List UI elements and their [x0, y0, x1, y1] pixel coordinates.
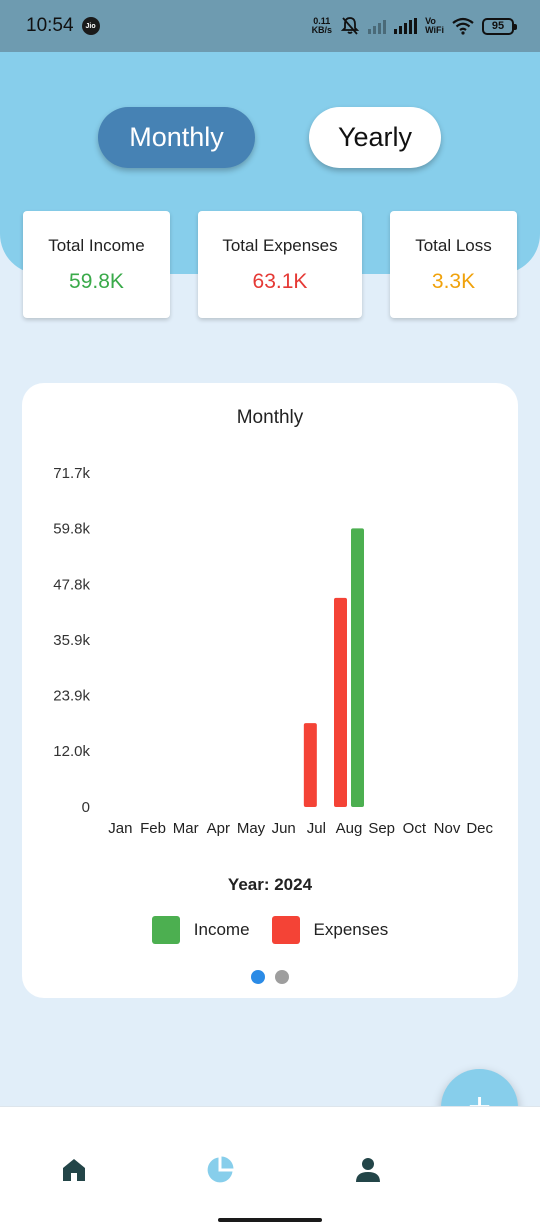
bar-expenses-jul[interactable] — [303, 723, 317, 807]
total-income-value: 59.8K — [69, 269, 124, 293]
page-dot[interactable] — [251, 970, 265, 984]
y-tick-label: 0 — [82, 799, 90, 816]
home-icon — [63, 1159, 85, 1181]
x-tick-label: Jun — [272, 820, 296, 837]
chart-title: Monthly — [236, 407, 304, 428]
signal-icon — [394, 18, 418, 34]
mute-bell-icon — [340, 17, 360, 35]
legend-item-expenses: Expenses — [271, 916, 389, 944]
legend-label-income: Income — [193, 920, 250, 939]
bottom-navigation — [0, 1106, 540, 1230]
total-expenses-card: Total Expenses 63.1K — [198, 211, 362, 318]
legend-swatch-income — [151, 916, 180, 944]
x-tick-label: Dec — [466, 820, 493, 837]
nav-profile-button[interactable] — [353, 1155, 383, 1185]
status-left: 10:54 Jio — [26, 15, 100, 37]
legend-label-expenses: Expenses — [313, 920, 389, 939]
page-indicator — [22, 970, 518, 984]
person-icon — [356, 1158, 380, 1182]
vowifi-bottom: WiFi — [425, 25, 444, 35]
signal-icon — [368, 18, 387, 34]
total-income-label: Total Income — [48, 235, 145, 255]
yearly-toggle-button[interactable]: Yearly — [309, 107, 441, 168]
total-loss-value: 3.3K — [431, 269, 476, 293]
x-tick-label: Jan — [108, 820, 132, 837]
y-tick-label: 71.7k — [53, 465, 90, 482]
x-tick-label: Aug — [336, 820, 363, 837]
y-tick-label: 59.8k — [53, 520, 90, 537]
bar-expenses-aug[interactable] — [334, 597, 347, 807]
vowifi-top: Vo — [425, 16, 436, 26]
bar-income-aug[interactable] — [351, 528, 364, 807]
y-tick-label: 35.9k — [53, 632, 90, 649]
wifi-icon — [452, 17, 474, 35]
pie-chart-icon — [207, 1156, 234, 1183]
monthly-toggle-button[interactable]: Monthly — [98, 107, 255, 168]
total-expenses-value: 63.1K — [252, 269, 308, 293]
x-tick-label: Mar — [173, 820, 199, 837]
legend-item-income: Income — [151, 916, 250, 944]
x-tick-label: Oct — [403, 820, 427, 837]
vowifi-indicator: Vo WiFi — [425, 17, 444, 35]
battery-icon: 95 — [482, 17, 517, 35]
x-tick-label: Apr — [207, 820, 230, 837]
status-icons: 0.11 KB/s Vo WiFi 95 — [312, 16, 517, 36]
x-tick-label: May — [237, 820, 266, 837]
x-tick-label: Sep — [368, 820, 395, 837]
y-tick-label: 47.8k — [53, 576, 90, 593]
bar-chart: 0 12.0k 23.9k 35.9k 47.8k 59.8k 71.7k Jan Feb Mar… — [53, 465, 493, 837]
net-speed-unit: KB/s — [311, 25, 333, 35]
total-loss-card: Total Loss 3.3K — [390, 211, 517, 318]
total-expenses-label: Total Expenses — [222, 235, 338, 255]
legend-swatch-expenses — [271, 916, 300, 944]
page-dot[interactable] — [275, 970, 289, 984]
total-loss-label: Total Loss — [415, 235, 492, 255]
status-bar: 10:54 Jio 0.11 KB/s Vo WiFi 95 — [0, 0, 540, 52]
y-tick-label: 23.9k — [53, 688, 90, 705]
net-speed-value: 0.11 — [313, 16, 331, 26]
nav-statistics-button[interactable] — [205, 1155, 235, 1185]
chart-card[interactable]: 0 12.0k 23.9k 35.9k 47.8k 59.8k 71.7k Jan Feb Mar… — [22, 383, 518, 998]
total-income-card: Total Income 59.8K — [23, 211, 170, 318]
system-gesture-bar — [218, 1218, 322, 1222]
y-tick-label: 12.0k — [53, 743, 90, 760]
chart-x-label: Year: 2024 — [227, 875, 313, 894]
x-tick-label: Feb — [140, 820, 166, 837]
carrier-badge: Jio — [81, 17, 100, 35]
chart-legend: Income Expenses — [22, 916, 518, 944]
nav-home-button[interactable] — [59, 1155, 89, 1185]
net-speed: 0.11 KB/s — [312, 17, 333, 35]
x-tick-label: Nov — [434, 820, 461, 837]
x-tick-label: Jul — [307, 820, 326, 837]
status-time: 10:54 — [26, 15, 74, 36]
